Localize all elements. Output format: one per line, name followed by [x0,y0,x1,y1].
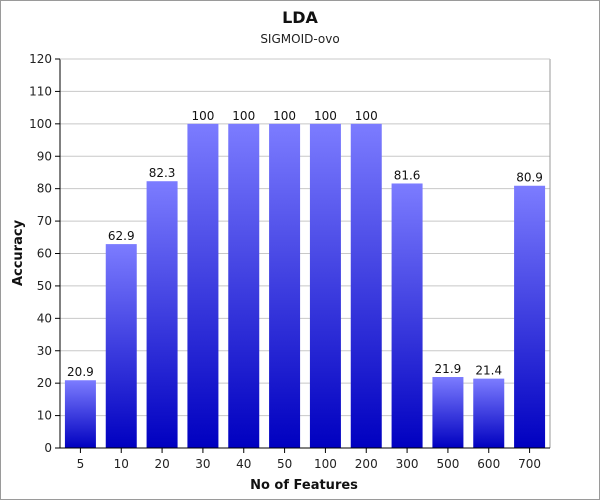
y-tick-label: 100 [29,117,52,131]
y-axis-title: Accuracy [11,219,26,286]
y-tick-label: 80 [37,182,52,196]
x-tick-label: 600 [477,457,500,471]
x-tick-label: 40 [236,457,251,471]
y-tick-label: 30 [37,344,52,358]
data-labels: 20.9 62.9 82.3 100 100 100 100 100 81.6 21.9 21.4 8… [67,109,543,379]
x-tick-label: 200 [355,457,378,471]
data-label: 21.9 [435,362,462,376]
data-label: 100 [273,109,296,123]
bar [391,183,423,449]
bar [514,185,546,448]
data-label: 20.9 [67,365,94,379]
axes [55,58,551,453]
y-tick-label: 50 [37,279,52,293]
bar [350,123,382,448]
bar [228,123,260,448]
y-tick-label: 70 [37,214,52,228]
y-tick-labels: 0 10 20 30 40 50 60 70 80 90 100 110 120 [29,52,52,455]
x-tick-label: 10 [114,457,129,471]
y-tick-label: 10 [37,409,52,423]
data-label: 100 [314,109,337,123]
chart-subtitle: SIGMOID-ovo [260,32,340,46]
y-tick-label: 40 [37,311,52,325]
data-label: 62.9 [108,229,135,243]
x-tick-label: 100 [314,457,337,471]
x-tick-label: 500 [436,457,459,471]
bar [64,380,96,448]
x-tick-label: 700 [518,457,541,471]
x-tick-label: 300 [396,457,419,471]
y-tick-label: 20 [37,376,52,390]
data-label: 21.4 [475,364,502,378]
chart-title: LDA [282,8,318,27]
data-label: 100 [191,109,214,123]
x-tick-label: 50 [277,457,292,471]
grid-lines [60,58,550,417]
data-label: 81.6 [394,168,421,182]
data-label: 82.3 [149,166,176,180]
y-tick-label: 110 [29,84,52,98]
bars [64,123,546,449]
bar [187,123,219,448]
x-tick-label: 30 [195,457,210,471]
y-tick-label: 0 [44,441,52,455]
data-label: 80.9 [516,171,543,185]
bar [309,123,341,448]
y-tick-label: 120 [29,52,52,66]
bar [105,244,137,448]
x-axis-title: No of Features [250,478,358,493]
bar [269,123,301,448]
y-tick-label: 90 [37,149,52,163]
bar [432,377,464,448]
data-label: 100 [232,109,255,123]
bar [146,181,178,448]
x-tick-label: 20 [154,457,169,471]
data-label: 100 [355,109,378,123]
y-tick-label: 60 [37,247,52,261]
x-tick-label: 5 [77,457,85,471]
x-tick-labels: 5 10 20 30 40 50 100 200 300 500 600 700 [77,457,541,471]
bar [473,378,505,448]
